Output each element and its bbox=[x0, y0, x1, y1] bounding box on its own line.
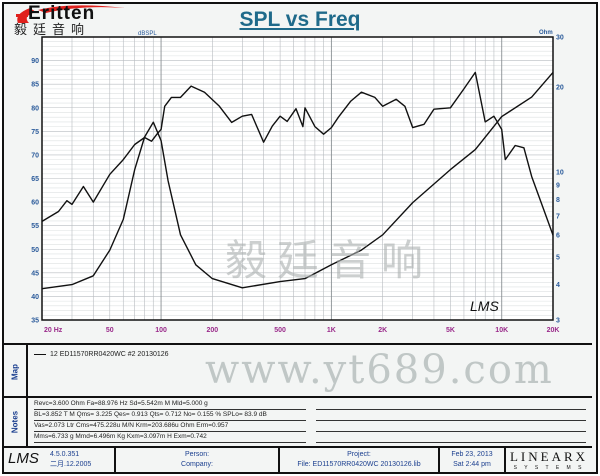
y-left-tick-label: 85 bbox=[31, 82, 39, 89]
y-right-tick-label: 20 bbox=[556, 84, 564, 91]
y-left-tick-label: 80 bbox=[31, 105, 39, 112]
footer-project-cell: Project: File: ED11570RR0420WC 20130126.l… bbox=[280, 448, 440, 472]
y-left-tick-label: 35 bbox=[31, 318, 39, 325]
spl-curve bbox=[41, 71, 554, 236]
note-line: Vas=2.073 Ltr Cms=475.228u M/N Krm=203.6… bbox=[34, 422, 306, 432]
y-left-tick-label: 70 bbox=[31, 152, 39, 159]
footer: LMS 4.5.0.351 二月.12.2005 Person: Company:… bbox=[4, 446, 592, 472]
plot-border bbox=[41, 36, 554, 321]
y-left-tick-label: 90 bbox=[31, 58, 39, 65]
spl-impedance-chart: 20 Hz 50 100 200 500 1K 2K 5K 10K 20K354045505560… bbox=[31, 30, 564, 334]
logo-swoosh-icon bbox=[16, 5, 125, 23]
footer-version-cell: LMS 4.5.0.351 二月.12.2005 bbox=[4, 448, 116, 472]
map-section: Map 12 ED11570RR0420WC #2 20130126 bbox=[4, 343, 592, 398]
map-label: Map bbox=[4, 345, 28, 398]
y-right-tick-label: 7 bbox=[556, 213, 560, 220]
notes-section: Notes Revc=3.600 Ohm Fa=88.976 Hz Sd=5.5… bbox=[4, 396, 592, 446]
note-line: BL=3.852 T M Qms= 3.225 Qes= 0.913 Qts= … bbox=[34, 411, 306, 421]
chart-title: SPL vs Freq bbox=[239, 8, 361, 31]
impedance-curve bbox=[41, 71, 554, 290]
x-tick-label: 50 bbox=[106, 327, 114, 334]
y-right-tick-label: 30 bbox=[556, 35, 564, 42]
logo: Eritten 毅廷音响 bbox=[10, 4, 130, 38]
version: 4.5.0.351 bbox=[50, 451, 80, 458]
legend-line-icon bbox=[34, 353, 46, 355]
y-right-tick-label: 5 bbox=[556, 255, 560, 262]
note-blank-line bbox=[316, 422, 586, 432]
y-left-tick-label: 75 bbox=[31, 129, 39, 136]
footer-date-cell: Feb 23, 2013 Sat 2:44 pm bbox=[440, 448, 506, 472]
version-date: 二月.12.2005 bbox=[50, 461, 92, 468]
x-tick-label: 100 bbox=[155, 327, 167, 334]
logo-text-cn: 毅廷音响 bbox=[14, 23, 91, 38]
y-right-tick-label: 9 bbox=[556, 182, 560, 189]
y-left-axis-label: dBSPL bbox=[138, 31, 157, 37]
y-left-tick-label: 50 bbox=[31, 247, 39, 254]
linearx-logo: LINEARX S Y S T E M S bbox=[509, 449, 589, 471]
x-tick-label: 2K bbox=[378, 327, 387, 334]
y-right-axis-label: Ohm bbox=[539, 30, 553, 36]
map-legend-entry: 12 ED11570RR0420WC #2 20130126 bbox=[34, 351, 169, 358]
footer-person-cell: Person: Company: bbox=[116, 448, 280, 472]
y-left-tick-label: 65 bbox=[31, 176, 39, 183]
x-tick-label: 500 bbox=[274, 327, 286, 334]
note-blank-line bbox=[316, 411, 586, 421]
y-right-tick-label: 10 bbox=[556, 170, 564, 177]
notes-label: Notes bbox=[4, 398, 28, 446]
y-right-tick-label: 4 bbox=[556, 282, 560, 289]
x-tick-label: 1K bbox=[327, 327, 336, 334]
y-right-tick-label: 3 bbox=[556, 318, 560, 325]
y-left-tick-label: 60 bbox=[31, 200, 39, 207]
note-line: Mms=6.733 g Mmd=6.496m Kg Kxm=3.097m H E… bbox=[34, 433, 306, 443]
note-blank-line bbox=[316, 433, 586, 443]
lms-logo: LMS bbox=[8, 450, 39, 467]
note-blank-line bbox=[316, 400, 586, 410]
x-tick-label: 10K bbox=[495, 327, 508, 334]
y-left-tick-label: 55 bbox=[31, 223, 39, 230]
y-left-tick-label: 40 bbox=[31, 294, 39, 301]
logo-text: Eritten bbox=[28, 3, 96, 24]
x-tick-label: 200 bbox=[206, 327, 218, 334]
x-tick-label: 5K bbox=[446, 327, 455, 334]
x-tick-label: 20K bbox=[547, 327, 560, 334]
y-right-tick-label: 8 bbox=[556, 197, 560, 204]
note-line: Revc=3.600 Ohm Fa=88.976 Hz Sd=5.542m M … bbox=[34, 400, 306, 410]
y-left-tick-label: 45 bbox=[31, 270, 39, 277]
y-right-tick-label: 6 bbox=[556, 232, 560, 239]
x-tick-label: 20 Hz bbox=[44, 327, 63, 334]
